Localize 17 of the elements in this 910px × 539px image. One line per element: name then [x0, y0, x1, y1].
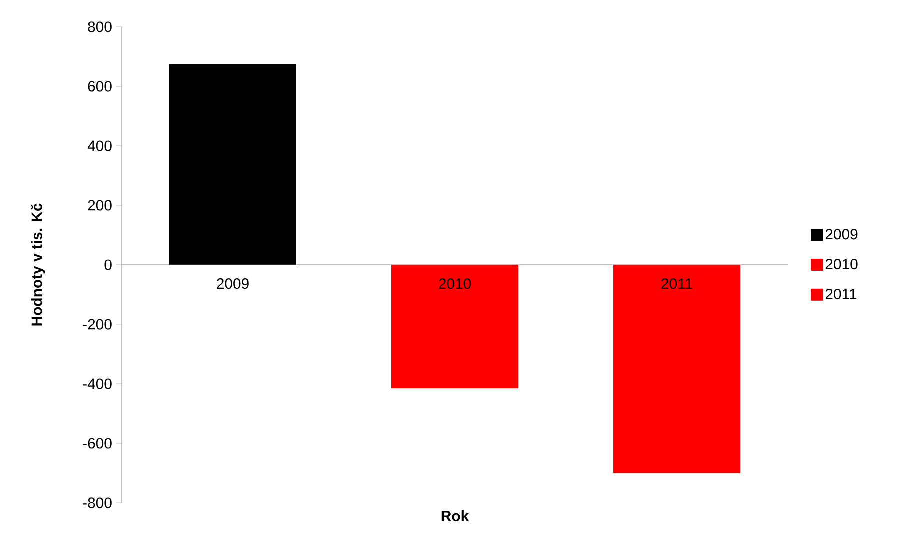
legend-label: 2010 [826, 259, 858, 270]
x-tick-label: 2011 [662, 278, 692, 290]
y-tick-label: 200 [88, 200, 112, 211]
y-tick-label: 600 [88, 81, 112, 92]
y-axis-title: Hodnoty v tis. Kč [30, 204, 46, 326]
legend-label: 2009 [826, 229, 858, 240]
y-tick-label: 0 [104, 260, 112, 270]
y-tick-label: -600 [83, 438, 112, 449]
y-tick-label: 800 [88, 22, 112, 32]
legend-label: 2011 [826, 288, 857, 300]
y-tick-label: -200 [83, 319, 112, 330]
y-tick-label: -400 [83, 378, 112, 390]
y-tick-label: 400 [88, 140, 112, 152]
x-tick-label: 2010 [439, 278, 472, 290]
x-tick-label: 2009 [217, 278, 249, 290]
y-tick-label: -800 [83, 498, 112, 508]
x-axis-title: Rok [442, 510, 470, 522]
